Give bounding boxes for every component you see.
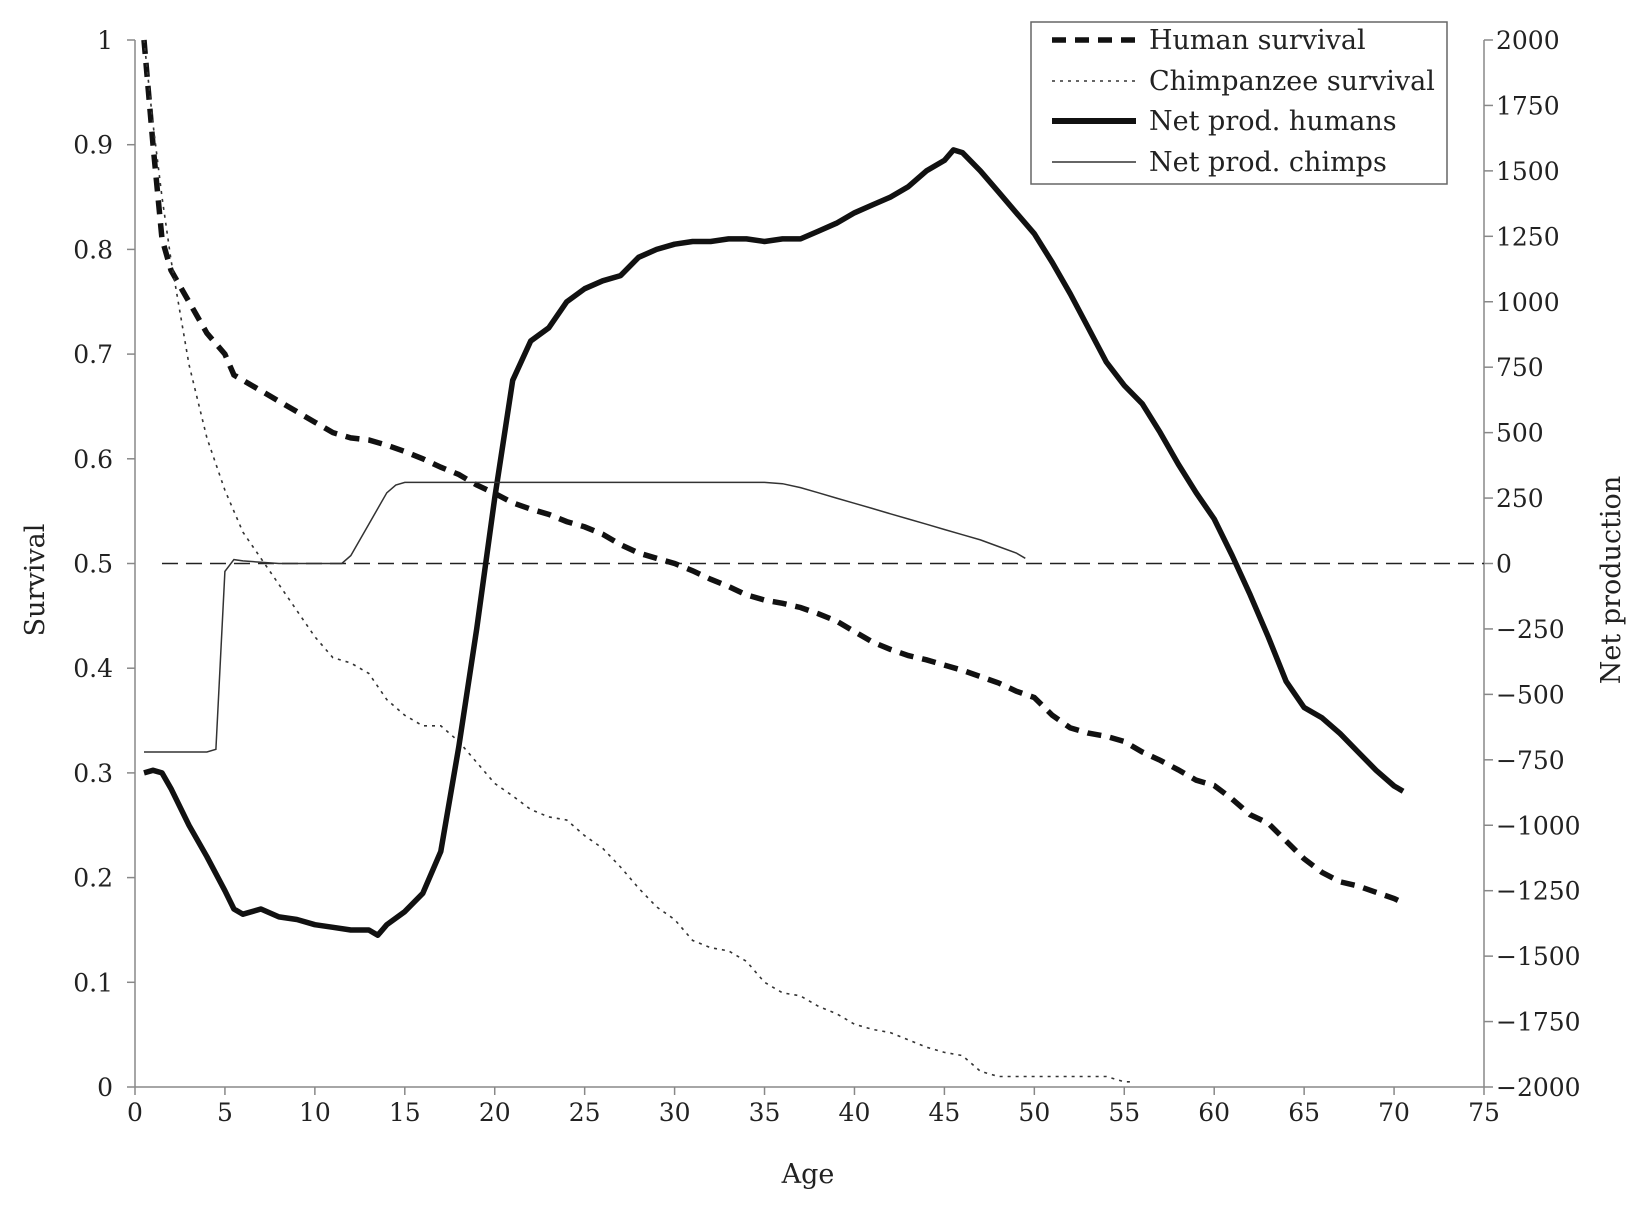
- y2-tick-label: −750: [1496, 746, 1565, 775]
- x-tick-label: 40: [839, 1098, 871, 1127]
- y-tick-label: 0.6: [73, 445, 113, 474]
- series-line-chimpanzee-survival: [143, 39, 1134, 1083]
- y2-tick-label: 0: [1496, 550, 1512, 579]
- x-tick-label: 25: [569, 1098, 601, 1127]
- y2-tick-label: 500: [1496, 419, 1544, 448]
- y2-tick-label: 250: [1496, 484, 1544, 513]
- legend-label-net-prod-humans: Net prod. humans: [1149, 106, 1397, 137]
- x-tick-label: 0: [127, 1098, 143, 1127]
- y-tick-label: 0.1: [73, 968, 113, 997]
- y-tick-label: 0.7: [73, 340, 113, 369]
- y2-tick-label: 750: [1496, 353, 1544, 382]
- y2-tick-label: −500: [1496, 680, 1565, 709]
- legend: Human survival Chimpanzee survival Net p…: [1030, 21, 1448, 185]
- series-line-net-prod-humans: [143, 147, 1405, 938]
- x-tick-label: 65: [1288, 1098, 1320, 1127]
- y2-tick-label: −1750: [1496, 1008, 1581, 1037]
- y2-axis-title: Net production: [1596, 476, 1627, 684]
- series-line-human-survival: [141, 39, 1405, 906]
- y2-tick-label: 1250: [1496, 222, 1560, 251]
- y-tick-label: 0.2: [73, 864, 113, 893]
- y2-tick-label: −1000: [1496, 811, 1581, 840]
- y-tick-label: 0.8: [73, 235, 113, 264]
- x-tick-label: 75: [1468, 1098, 1500, 1127]
- axes-layer: 0 5 10 15 20 25 30 35 40 45 50 55 60 65 70 7500.10.20.3…: [73, 26, 1580, 1127]
- x-tick-label: 5: [217, 1098, 233, 1127]
- y-tick-label: 1: [97, 26, 113, 55]
- y-tick-label: 0.5: [73, 550, 113, 579]
- y2-tick-label: 2000: [1496, 26, 1560, 55]
- y2-tick-label: 1500: [1496, 157, 1560, 186]
- x-tick-label: 45: [928, 1098, 960, 1127]
- x-tick-label: 20: [479, 1098, 511, 1127]
- legend-label-net-prod-chimps: Net prod. chimps: [1149, 147, 1387, 178]
- y2-tick-label: −2000: [1496, 1073, 1581, 1102]
- series-layer: [141, 39, 1405, 1083]
- y-tick-label: 0: [97, 1073, 113, 1102]
- x-tick-label: 70: [1378, 1098, 1410, 1127]
- series-line-net-prod-chimps: [144, 481, 1026, 753]
- y-tick-label: 0.9: [73, 131, 113, 160]
- y-tick-label: 0.3: [73, 759, 113, 788]
- x-tick-label: 60: [1198, 1098, 1230, 1127]
- x-tick-label: 35: [749, 1098, 781, 1127]
- x-tick-label: 50: [1018, 1098, 1050, 1127]
- y2-tick-label: −1250: [1496, 877, 1581, 906]
- y2-tick-label: −250: [1496, 615, 1565, 644]
- y-tick-label: 0.4: [73, 654, 113, 683]
- x-axis-title: Age: [781, 1159, 835, 1190]
- x-tick-label: 30: [659, 1098, 691, 1127]
- y2-tick-label: 1000: [1496, 288, 1560, 317]
- y2-tick-label: −1500: [1496, 942, 1581, 971]
- y-axis-title: Survival: [20, 524, 51, 637]
- x-tick-label: 10: [299, 1098, 331, 1127]
- x-tick-label: 15: [389, 1098, 421, 1127]
- legend-box: [1030, 21, 1448, 185]
- y2-tick-label: 1750: [1496, 91, 1560, 120]
- legend-label-chimpanzee-survival: Chimpanzee survival: [1149, 66, 1435, 97]
- x-tick-label: 55: [1108, 1098, 1140, 1127]
- legend-label-human-survival: Human survival: [1149, 25, 1366, 56]
